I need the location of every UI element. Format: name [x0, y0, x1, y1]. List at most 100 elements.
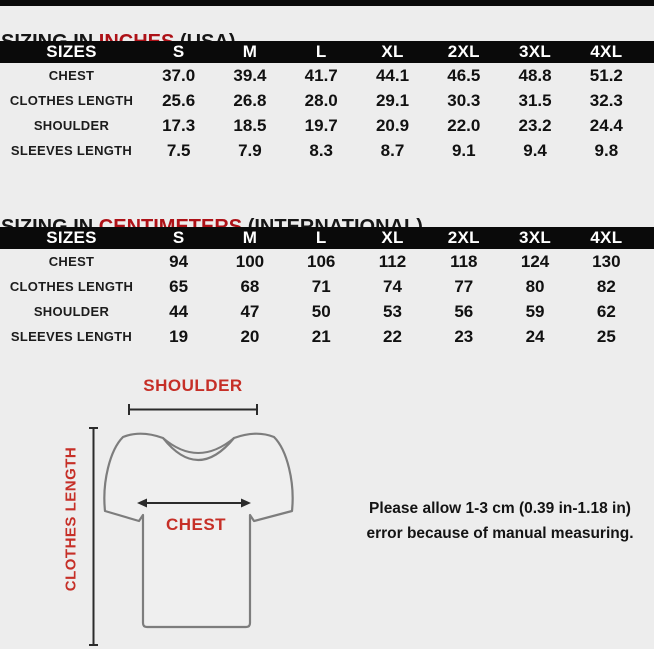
- row-label: SLEEVES LENGTH: [10, 143, 133, 158]
- cell-value: 29.1: [375, 90, 410, 110]
- cell-value: 48.8: [518, 65, 552, 85]
- cell-value: 19.7: [304, 115, 338, 135]
- cell-value: 17.3: [162, 115, 196, 135]
- column-header-m: M: [242, 228, 258, 247]
- clothes-length-diagram-label: CLOTHES LENGTH: [62, 446, 80, 592]
- collar-back-line: [162, 437, 235, 454]
- tshirt-outline: [103, 432, 294, 629]
- table-row-shoulder: SHOULDER 44 47 50 53 56 59 62: [0, 299, 654, 324]
- row-label: SLEEVES LENGTH: [10, 329, 133, 344]
- cell-value: 94: [169, 251, 189, 271]
- cell-value: 82: [596, 276, 616, 296]
- cell-value: 112: [378, 251, 407, 271]
- cell-value: 30.3: [447, 90, 481, 110]
- cell-value: 26.8: [233, 90, 267, 110]
- chest-measure-arrow: [137, 498, 251, 508]
- cell-value: 32.3: [589, 90, 623, 110]
- column-header-xl: XL: [381, 42, 404, 61]
- cell-value: 25.6: [162, 90, 196, 110]
- table-row-chest: CHEST 37.0 39.4 41.7 44.1 46.5 48.8 51.2: [0, 63, 654, 88]
- cell-value: 74: [383, 276, 402, 296]
- table-row-sleeves-length: SLEEVES LENGTH 7.5 7.9 8.3 8.7 9.1 9.4 9…: [0, 138, 654, 163]
- cell-value: 22: [383, 326, 402, 346]
- cell-value: 9.4: [523, 140, 547, 160]
- column-header-sizes: SIZES: [46, 228, 97, 247]
- cell-value: 100: [235, 251, 265, 271]
- cell-value: 23.2: [518, 115, 552, 135]
- cell-value: 22.0: [447, 115, 481, 135]
- column-header-s: S: [172, 228, 185, 247]
- cell-value: 20.9: [375, 115, 410, 135]
- row-label: SHOULDER: [33, 118, 110, 133]
- column-header-m: M: [242, 42, 258, 61]
- column-header-s: S: [172, 42, 185, 61]
- cell-value: 62: [596, 301, 616, 321]
- cell-value: 39.4: [233, 65, 267, 85]
- tshirt-measurement-diagram: SHOULDER CLOTHES LENGTH CHEST: [0, 370, 340, 649]
- column-header-3xl: 3XL: [519, 228, 552, 247]
- cell-value: 24.4: [589, 115, 623, 135]
- cell-value: 106: [307, 251, 336, 271]
- row-label: SHOULDER: [33, 304, 110, 319]
- cell-value: 19: [169, 326, 189, 346]
- table-row-sleeves-length: SLEEVES LENGTH 19 20 21 22 23 24 25: [0, 324, 654, 349]
- cell-value: 21: [311, 326, 331, 346]
- cell-value: 130: [592, 251, 621, 271]
- tshirt-diagram-canvas: [89, 404, 294, 646]
- table-row-shoulder: SHOULDER 17.3 18.5 19.7 20.9 22.0 23.2 2…: [0, 113, 654, 138]
- cell-value: 68: [240, 276, 260, 296]
- column-header-4xl: 4XL: [590, 228, 623, 247]
- row-label: CLOTHES LENGTH: [9, 279, 134, 294]
- cell-value: 44.1: [375, 65, 410, 85]
- cell-value: 9.1: [451, 140, 476, 160]
- table-row-clothes-length: CLOTHES LENGTH 65 68 71 74 77 80 82: [0, 274, 654, 299]
- cell-value: 44: [169, 301, 189, 321]
- cell-value: 47: [240, 301, 260, 321]
- cell-value: 51.2: [589, 65, 623, 85]
- inches-size-table: SIZES S M L XL 2XL 3XL 4XL CHEST 37.0 39…: [0, 41, 654, 163]
- cell-value: 80: [525, 276, 545, 296]
- cell-value: 7.9: [238, 140, 262, 160]
- cell-value: 59: [525, 301, 545, 321]
- top-border-bar: [0, 0, 654, 6]
- chest-diagram-label: CHEST: [165, 515, 227, 534]
- column-header-xl: XL: [381, 228, 404, 247]
- cell-value: 28.0: [304, 90, 338, 110]
- cell-value: 124: [520, 251, 550, 271]
- column-header-2xl: 2XL: [447, 228, 480, 247]
- table-row-chest: CHEST 94 100 106 112 118 124 130: [0, 249, 654, 274]
- measuring-error-note: Please allow 1-3 cm (0.39 in-1.18 in) er…: [346, 496, 654, 546]
- column-header-3xl: 3XL: [519, 42, 552, 61]
- table-header-row: SIZES S M L XL 2XL 3XL 4XL: [0, 41, 654, 63]
- clothes-length-measure-line: [89, 427, 98, 646]
- row-label: CLOTHES LENGTH: [9, 93, 134, 108]
- cell-value: 18.5: [233, 115, 267, 135]
- cell-value: 56: [454, 301, 474, 321]
- cell-value: 77: [454, 276, 474, 296]
- cell-value: 24: [525, 326, 545, 346]
- cell-value: 71: [311, 276, 331, 296]
- cell-value: 118: [450, 251, 478, 271]
- note-line-2: error because of manual measuring.: [366, 525, 634, 542]
- cell-value: 20: [240, 326, 260, 346]
- cell-value: 8.3: [309, 140, 334, 160]
- cell-value: 7.5: [166, 140, 191, 160]
- shoulder-diagram-label: SHOULDER: [143, 376, 243, 395]
- cell-value: 41.7: [304, 65, 338, 85]
- row-label: CHEST: [48, 254, 95, 269]
- row-label: CHEST: [48, 68, 95, 83]
- shoulder-measure-line: [128, 404, 258, 415]
- cell-value: 23: [454, 326, 474, 346]
- centimeters-size-table: SIZES S M L XL 2XL 3XL 4XL CHEST 94 100 …: [0, 227, 654, 349]
- column-header-l: L: [315, 42, 327, 61]
- cell-value: 8.7: [380, 140, 405, 160]
- column-header-2xl: 2XL: [447, 42, 480, 61]
- cell-value: 9.8: [594, 140, 619, 160]
- cell-value: 31.5: [518, 90, 552, 110]
- note-line-1: Please allow 1-3 cm (0.39 in-1.18 in): [369, 500, 631, 517]
- column-header-sizes: SIZES: [46, 42, 97, 61]
- table-header-row: SIZES S M L XL 2XL 3XL 4XL: [0, 227, 654, 249]
- cell-value: 25: [596, 326, 616, 346]
- column-header-l: L: [315, 228, 327, 247]
- column-header-4xl: 4XL: [590, 42, 623, 61]
